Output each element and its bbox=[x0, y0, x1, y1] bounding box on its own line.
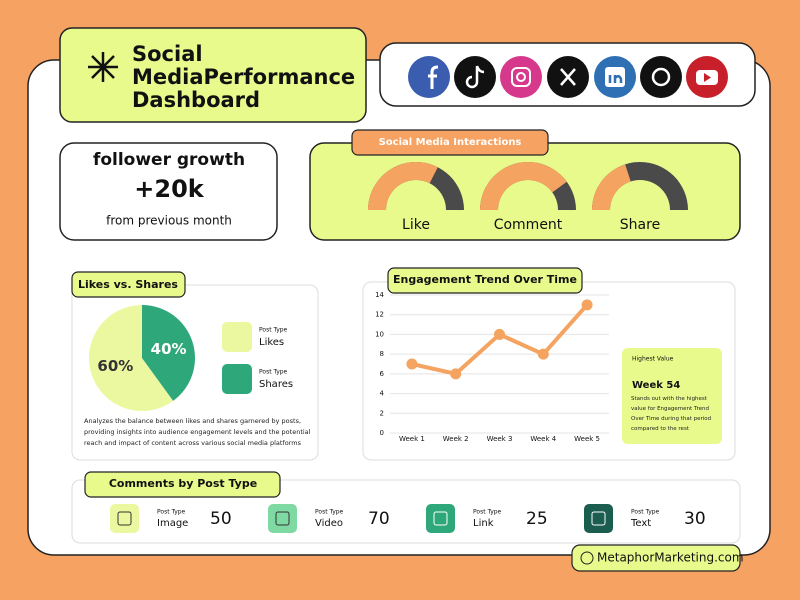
legend-label: Likes bbox=[259, 337, 284, 348]
y-tick-label: 12 bbox=[375, 311, 384, 319]
post-type-name: Text bbox=[630, 518, 651, 529]
post-type-value: 70 bbox=[368, 509, 390, 529]
tiktok-icon[interactable] bbox=[454, 56, 496, 98]
gauge-label: Like bbox=[402, 217, 430, 233]
icon-glyph bbox=[591, 511, 606, 526]
follower-note: from previous month bbox=[106, 214, 232, 228]
follower-value: +20k bbox=[134, 175, 205, 203]
highest-value-label: Highest Value bbox=[632, 356, 674, 363]
y-tick-label: 8 bbox=[380, 350, 384, 358]
post-type-value: 25 bbox=[526, 509, 548, 529]
x-tick-label: Week 4 bbox=[530, 435, 556, 443]
point bbox=[406, 358, 418, 370]
post-type-name: Image bbox=[157, 518, 188, 529]
post-type-caption: Post Type bbox=[631, 509, 660, 516]
highest-value-text: Stands out with the highest value for En… bbox=[631, 396, 712, 432]
x-tick-label: Week 2 bbox=[443, 435, 469, 443]
post-type-name: Link bbox=[473, 518, 494, 529]
legend-caption: Post Type bbox=[259, 327, 288, 334]
post-type-caption: Post Type bbox=[157, 509, 186, 516]
point bbox=[450, 368, 462, 380]
pie-tab bbox=[71, 271, 186, 298]
post-type-icon bbox=[584, 504, 613, 533]
social-icons bbox=[408, 56, 728, 98]
follower-box bbox=[59, 142, 278, 241]
highest-value-week: Week 54 bbox=[632, 380, 680, 391]
post-type-name: Video bbox=[315, 518, 343, 529]
asterisk-icon bbox=[88, 52, 118, 82]
legend-label: Shares bbox=[259, 379, 293, 390]
pie-slice bbox=[89, 305, 174, 411]
post-type-icon bbox=[426, 504, 455, 533]
x-tick-label: Week 1 bbox=[399, 435, 425, 443]
post-type-value: 30 bbox=[684, 509, 706, 529]
highest-value-box bbox=[622, 348, 722, 444]
post-type-icon bbox=[110, 504, 139, 533]
legend-caption: Post Type bbox=[259, 369, 288, 376]
icon-glyph bbox=[117, 511, 132, 526]
icon-glyph bbox=[433, 511, 448, 526]
y-tick-label: 0 bbox=[380, 429, 384, 437]
y-tick-label: 2 bbox=[380, 409, 384, 417]
point bbox=[581, 299, 593, 311]
gauge-value bbox=[592, 164, 631, 210]
interactions-tab bbox=[351, 129, 549, 156]
y-tick-label: 6 bbox=[380, 370, 385, 378]
pie-label: 40% bbox=[151, 340, 187, 358]
gauge-label: Comment bbox=[494, 217, 563, 233]
legend-icon bbox=[222, 364, 252, 394]
threads-icon[interactable] bbox=[640, 56, 682, 98]
gauge-value bbox=[480, 161, 567, 210]
y-tick-label: 4 bbox=[380, 390, 385, 398]
legend-icon bbox=[222, 322, 252, 352]
comments-tab bbox=[84, 471, 281, 498]
follower-title: follower growth bbox=[93, 150, 245, 170]
y-tick-label: 10 bbox=[375, 330, 384, 338]
gauge-label: Share bbox=[620, 217, 660, 233]
dashboard-title: Social MediaPerformance Dashboard bbox=[132, 42, 356, 112]
x-tick-label: Week 3 bbox=[487, 435, 513, 443]
globe-icon bbox=[580, 551, 594, 565]
point bbox=[537, 348, 549, 360]
line-tab bbox=[387, 267, 583, 294]
title-box bbox=[59, 27, 367, 123]
line-title: Engagement Trend Over Time bbox=[393, 273, 577, 286]
y-tick-label: 14 bbox=[375, 291, 384, 299]
post-type-caption: Post Type bbox=[473, 509, 502, 516]
x-tick-label: Week 5 bbox=[574, 435, 600, 443]
post-type-value: 50 bbox=[210, 509, 232, 529]
instagram-icon[interactable] bbox=[500, 56, 542, 98]
point bbox=[494, 328, 505, 340]
gauge-value bbox=[368, 162, 438, 210]
post-type-caption: Post Type bbox=[315, 509, 344, 516]
website-pill bbox=[571, 544, 741, 572]
comments-title: Comments by Post Type bbox=[109, 477, 257, 490]
pie-slice bbox=[142, 305, 195, 401]
pie-description: Analyzes the balance between likes and s… bbox=[84, 417, 311, 447]
post-type-icon bbox=[268, 504, 297, 533]
icon-glyph bbox=[275, 511, 290, 526]
pie-title: Likes vs. Shares bbox=[78, 278, 178, 291]
interactions-title: Social Media Interactions bbox=[379, 137, 522, 148]
website: MetaphorMarketing.com bbox=[597, 551, 744, 565]
pie-label: 60% bbox=[97, 357, 133, 375]
